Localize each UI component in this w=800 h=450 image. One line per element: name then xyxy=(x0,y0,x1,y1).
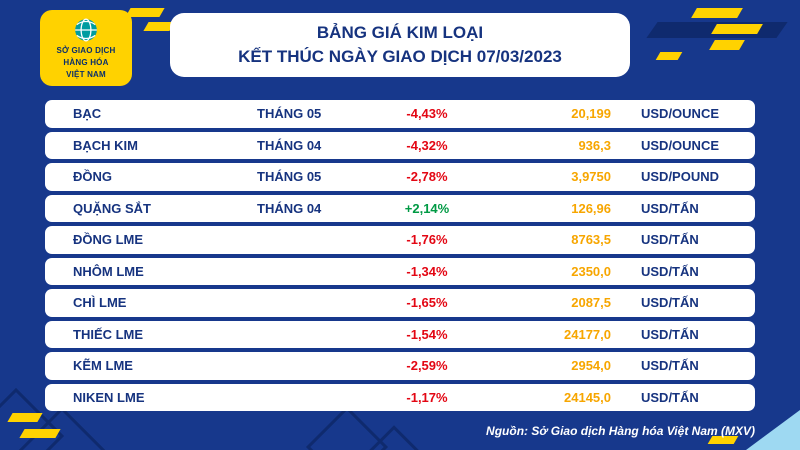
table-row: BẠC THÁNG 05 -4,43% 20,199 USD/OUNCE xyxy=(45,100,755,128)
change-percent: -1,54% xyxy=(406,326,448,342)
change-percent: -4,43% xyxy=(406,106,448,122)
price-value: 3,9750 xyxy=(571,169,611,185)
price-table: BẠC THÁNG 05 -4,43% 20,199 USD/OUNCE BẠC… xyxy=(45,100,755,411)
price-unit: USD/TẤN xyxy=(641,232,699,248)
mxv-logo-text-line3: VIỆT NAM xyxy=(66,70,106,79)
commodity-name: ĐỒNG xyxy=(73,169,112,185)
contract-month: THÁNG 05 xyxy=(257,106,322,122)
price-value: 936,3 xyxy=(578,137,611,153)
contract-month: THÁNG 04 xyxy=(257,137,322,153)
price-unit: USD/TẤN xyxy=(641,263,699,279)
deco-diamond-bottom-mid-2 xyxy=(357,425,431,450)
price-value: 24145,0 xyxy=(564,389,611,405)
change-percent: -2,78% xyxy=(406,169,448,185)
change-percent: -1,34% xyxy=(406,263,448,279)
contract-month: THÁNG 04 xyxy=(257,200,322,216)
deco-diamond-bottom-mid-1 xyxy=(305,405,389,450)
table-row: THIẾC LME -1,54% 24177,0 USD/TẤN xyxy=(45,320,755,348)
table-row: ĐỒNG LME -1,76% 8763,5 USD/TẤN xyxy=(45,226,755,254)
price-value: 2087,5 xyxy=(571,295,611,311)
change-percent: -1,76% xyxy=(406,232,448,248)
price-value: 8763,5 xyxy=(571,232,611,248)
price-value: 20,199 xyxy=(571,106,611,122)
table-row: BẠCH KIM THÁNG 04 -4,32% 936,3 USD/OUNCE xyxy=(45,131,755,159)
deco-stripe-top-right-1 xyxy=(691,8,743,18)
deco-stripe-top-right-3 xyxy=(709,40,745,50)
change-percent: -2,59% xyxy=(406,358,448,374)
deco-stripe-bottom-left-2 xyxy=(19,429,61,438)
price-unit: USD/TẤN xyxy=(641,200,699,216)
price-unit: USD/POUND xyxy=(641,169,720,185)
price-unit: USD/OUNCE xyxy=(641,106,720,122)
table-row: NIKEN LME -1,17% 24145,0 USD/TẤN xyxy=(45,383,755,411)
board-title: BẢNG GIÁ KIM LOẠI KẾT THÚC NGÀY GIAO DỊC… xyxy=(170,13,630,77)
price-unit: USD/TẤN xyxy=(641,389,699,405)
source-note: Nguồn: Sở Giao dịch Hàng hóa Việt Nam (M… xyxy=(486,424,755,438)
board-title-line2: KẾT THÚC NGÀY GIAO DỊCH 07/03/2023 xyxy=(238,47,562,66)
mxv-logo: SỞ GIAO DỊCH HÀNG HÓA VIỆT NAM xyxy=(40,10,132,86)
change-percent: +2,14% xyxy=(404,200,450,216)
commodity-name: QUẶNG SẮT xyxy=(73,200,151,216)
commodity-name: THIẾC LME xyxy=(73,326,144,342)
price-value: 2954,0 xyxy=(571,358,611,374)
price-unit: USD/TẤN xyxy=(641,358,699,374)
change-percent: -1,65% xyxy=(406,295,448,311)
deco-diamond-bottom-left-2 xyxy=(16,406,108,450)
table-row: KẼM LME -2,59% 2954,0 USD/TẤN xyxy=(45,352,755,380)
price-value: 24177,0 xyxy=(564,326,611,342)
price-unit: USD/TẤN xyxy=(641,326,699,342)
mxv-logo-text-line2: HÀNG HÓA xyxy=(63,58,109,67)
change-percent: -1,17% xyxy=(406,389,448,405)
mxv-logo-text-line1: SỞ GIAO DỊCH xyxy=(56,46,116,55)
commodity-name: KẼM LME xyxy=(73,358,133,374)
price-unit: USD/TẤN xyxy=(641,295,699,311)
price-value: 2350,0 xyxy=(571,263,611,279)
table-row: ĐỒNG THÁNG 05 -2,78% 3,9750 USD/POUND xyxy=(45,163,755,191)
commodity-name: ĐỒNG LME xyxy=(73,232,144,248)
commodity-name: NHÔM LME xyxy=(73,263,144,279)
table-row: QUẶNG SẮT THÁNG 04 +2,14% 126,96 USD/TẤN xyxy=(45,194,755,222)
commodity-name: NIKEN LME xyxy=(73,389,145,405)
commodity-name: CHÌ LME xyxy=(73,295,127,311)
mxv-logo-globe-icon xyxy=(75,18,97,42)
deco-dark-slash-top-right xyxy=(646,22,788,38)
table-row: NHÔM LME -1,34% 2350,0 USD/TẤN xyxy=(45,257,755,285)
deco-stripe-bottom-left-1 xyxy=(7,413,43,422)
table-row: CHÌ LME -1,65% 2087,5 USD/TẤN xyxy=(45,289,755,317)
commodity-name: BẠCH KIM xyxy=(73,137,138,153)
commodity-name: BẠC xyxy=(73,106,102,122)
contract-month: THÁNG 05 xyxy=(257,169,322,185)
price-value: 126,96 xyxy=(571,200,611,216)
price-unit: USD/OUNCE xyxy=(641,137,720,153)
board-title-line1: BẢNG GIÁ KIM LOẠI xyxy=(316,23,484,42)
change-percent: -4,32% xyxy=(406,137,448,153)
deco-stripe-top-left-1 xyxy=(125,8,165,17)
deco-stripe-top-right-2 xyxy=(711,24,763,34)
deco-stripe-top-right-4 xyxy=(655,52,683,60)
